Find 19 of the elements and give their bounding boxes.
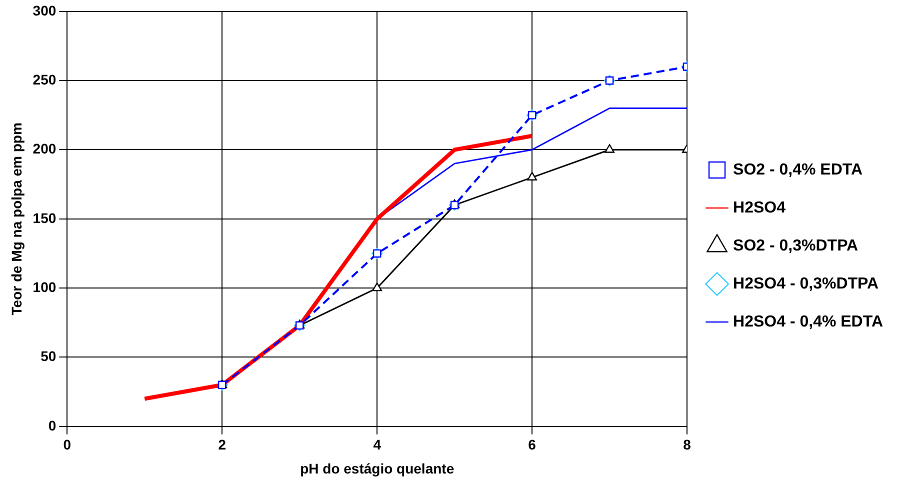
legend-label: H2SO4 - 0,4% EDTA [733,313,884,330]
y-tick-label: 300 [32,2,56,18]
x-tick-label: 0 [63,436,72,453]
y-tick-label: 250 [32,71,56,88]
legend-label: SO2 - 0,4% EDTA [733,161,863,178]
x-tick-label: 8 [683,436,692,453]
y-tick-label: 0 [48,417,56,434]
x-tick-label: 6 [528,436,536,453]
y-tick-label: 200 [32,140,56,157]
y-tick-label: 100 [32,278,56,295]
y-tick-label: 50 [40,348,56,364]
legend-label: SO2 - 0,3%DTPA [733,237,859,254]
legend-label: H2SO4 - 0,3%DTPA [733,275,879,292]
x-axis-title: pH do estágio quelante [300,460,454,476]
y-axis-title: Teor de Mg na polpa em ppm [8,122,24,316]
legend-label: H2SO4 [733,199,786,216]
x-tick-label: 2 [218,436,226,453]
x-tick-label: 4 [373,436,382,453]
y-tick-label: 150 [32,210,56,226]
